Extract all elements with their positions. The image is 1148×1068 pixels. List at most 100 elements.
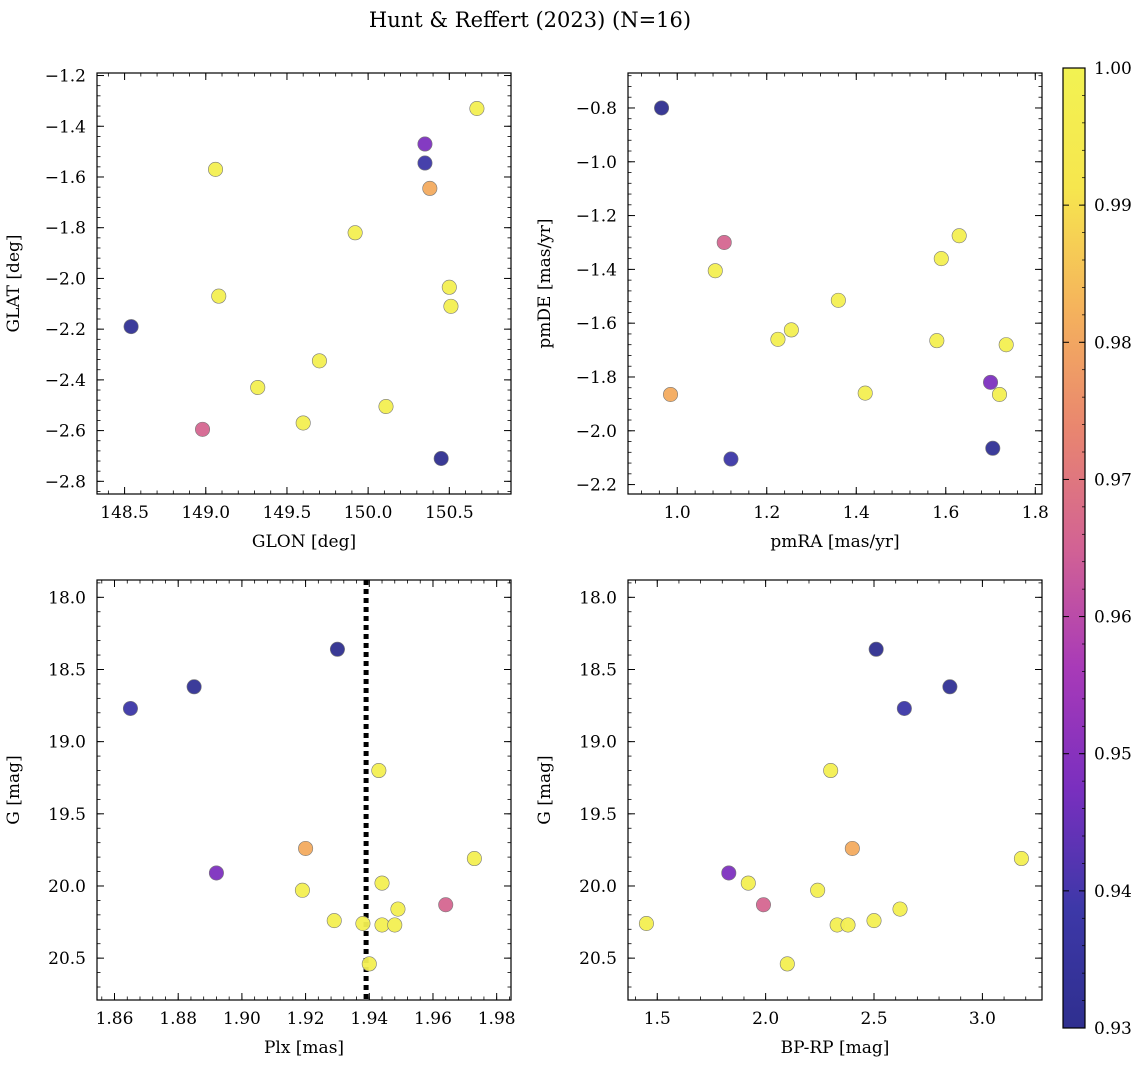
y-axis-label: pmDE [mas/yr]	[535, 218, 555, 348]
data-point	[441, 279, 457, 295]
x-tick-label: 1.92	[287, 1009, 325, 1029]
axes-frame	[96, 72, 512, 495]
data-point	[250, 379, 266, 395]
data-point	[374, 917, 390, 933]
y-tick-label: −1.2	[576, 207, 617, 227]
y-tick-label: −2.2	[576, 476, 617, 496]
data-point	[783, 322, 799, 338]
data-point	[868, 641, 884, 657]
data-point	[929, 333, 945, 349]
data-point	[311, 353, 327, 369]
y-axis-label: GLAT [deg]	[4, 234, 24, 332]
y-tick-label: 18.5	[48, 660, 86, 680]
data-point	[195, 421, 211, 437]
data-point	[723, 451, 739, 467]
x-tick-label: 149.0	[181, 503, 230, 523]
scatter-panels: 148.5 149.0 149.5 150.0 150.5 −2.8 −2.6 −2.4 −2.…	[4, 67, 1049, 1058]
data-point	[469, 101, 485, 117]
panel-pmra-pmde: 1.0 1.2 1.4 1.6 1.8 −2.2 −2.0 −1.8 −1.6 −1.4 −1.2 −…	[535, 72, 1049, 552]
data-point	[823, 763, 839, 779]
x-axis-label: GLON [deg]	[252, 532, 356, 552]
data-point	[387, 917, 403, 933]
data-point	[295, 415, 311, 431]
data-point	[326, 913, 342, 929]
data-point	[985, 440, 1001, 456]
data-point	[770, 331, 786, 347]
data-point	[417, 155, 433, 171]
data-point	[810, 882, 826, 898]
data-point	[755, 897, 771, 913]
y-tick-label: 18.5	[579, 660, 617, 680]
data-point	[355, 916, 371, 932]
data-point	[208, 865, 224, 881]
data-point	[294, 882, 310, 898]
colorbar-tick-label: 0.94	[1094, 882, 1132, 902]
x-tick-label: 1.94	[350, 1009, 388, 1029]
y-tick-label: −1.4	[45, 117, 86, 137]
y-tick-label: −1.0	[576, 153, 617, 173]
data-point	[983, 374, 999, 390]
data-point	[422, 180, 438, 196]
y-tick-label: 20.5	[579, 949, 617, 969]
x-tick-label: 3.0	[969, 1009, 996, 1029]
x-tick-label: 148.5	[100, 503, 149, 523]
y-tick-label: −1.4	[576, 260, 617, 280]
data-point	[186, 679, 202, 695]
data-point	[779, 956, 795, 972]
y-tick-label: 18.0	[579, 588, 617, 608]
data-point	[654, 100, 670, 116]
x-tick-label: 1.96	[414, 1009, 452, 1029]
x-axis-label: pmRA [mas/yr]	[770, 532, 899, 552]
data-point	[638, 916, 654, 932]
data-point	[208, 161, 224, 177]
data-point	[951, 228, 967, 244]
data-point	[371, 763, 387, 779]
data-point	[830, 292, 846, 308]
x-tick-label: 1.4	[843, 503, 870, 523]
data-point	[123, 319, 139, 335]
x-tick-label: 1.8	[1022, 503, 1049, 523]
data-point	[374, 875, 390, 891]
x-tick-label: 149.5	[263, 503, 312, 523]
data-point	[329, 641, 345, 657]
colorbar-tick-label: 1.00	[1094, 59, 1132, 79]
data-point	[438, 897, 454, 913]
panel-glon-glat: 148.5 149.0 149.5 150.0 150.5 −2.8 −2.6 −2.4 −2.…	[4, 67, 512, 552]
axes-frame	[627, 72, 1043, 495]
colorbar-tick-label: 0.99	[1094, 196, 1132, 216]
data-point	[998, 337, 1014, 353]
colorbar-tick-label: 0.93	[1094, 1019, 1132, 1039]
data-point	[378, 399, 394, 415]
data-point	[942, 679, 958, 695]
figure-title: Hunt & Reffert (2023) (N=16)	[369, 8, 691, 32]
data-point	[347, 225, 363, 241]
y-tick-label: 20.5	[48, 949, 86, 969]
data-point	[417, 136, 433, 152]
data-point	[740, 875, 756, 891]
y-tick-label: 19.0	[579, 733, 617, 753]
x-tick-label: 1.5	[644, 1009, 671, 1029]
x-tick-label: 1.2	[753, 503, 780, 523]
y-tick-label: 19.0	[48, 733, 86, 753]
y-tick-label: −2.0	[576, 422, 617, 442]
data-point	[866, 913, 882, 929]
data-point	[466, 851, 482, 867]
data-point	[844, 840, 860, 856]
y-tick-label: −2.8	[45, 472, 86, 492]
data-point	[390, 901, 406, 917]
data-point	[298, 840, 314, 856]
y-axis-label: G [mag]	[535, 755, 555, 824]
data-point	[857, 385, 873, 401]
colorbar-tick-label: 0.96	[1094, 608, 1132, 628]
x-axis-label: Plx [mas]	[264, 1038, 344, 1058]
y-tick-label: −1.8	[45, 219, 86, 239]
x-tick-label: 1.98	[478, 1009, 516, 1029]
y-tick-label: −1.6	[576, 314, 617, 334]
data-point	[707, 263, 723, 279]
data-point	[716, 234, 732, 250]
y-tick-label: −1.8	[576, 368, 617, 388]
data-point	[361, 956, 377, 972]
y-tick-label: −0.8	[576, 99, 617, 119]
x-tick-label: 1.86	[96, 1009, 134, 1029]
